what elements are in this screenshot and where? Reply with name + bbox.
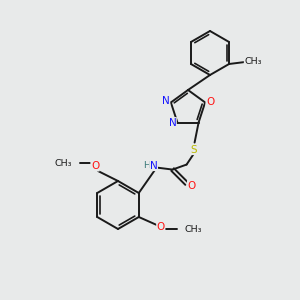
Text: S: S: [190, 145, 197, 154]
Text: CH₃: CH₃: [244, 58, 262, 67]
Text: CH₃: CH₃: [185, 224, 202, 233]
Text: N: N: [169, 118, 176, 128]
Text: N: N: [150, 160, 158, 171]
Text: O: O: [206, 98, 214, 107]
Text: N: N: [162, 96, 170, 106]
Text: H: H: [143, 161, 150, 170]
Text: CH₃: CH₃: [55, 158, 72, 167]
Text: O: O: [91, 161, 99, 171]
Text: O: O: [188, 181, 196, 190]
Text: O: O: [157, 222, 165, 232]
